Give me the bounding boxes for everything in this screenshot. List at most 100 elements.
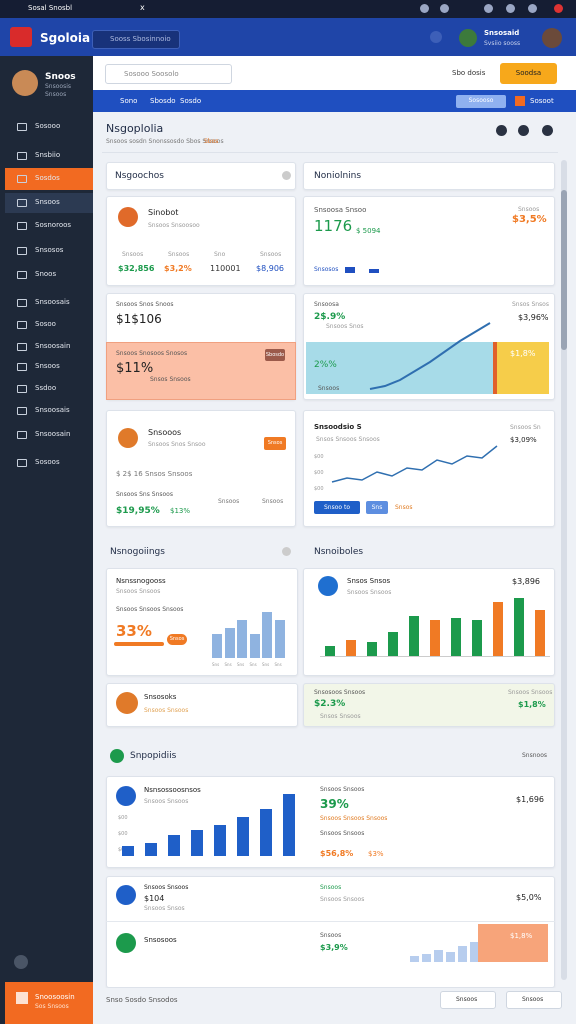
icon: [282, 171, 291, 180]
card: [303, 683, 555, 727]
menu-item[interactable]: Snsoos: [35, 362, 60, 370]
metric-label: Snsoos: [168, 251, 190, 258]
search-input[interactable]: [105, 64, 232, 84]
side-label: Snsoos Sn: [510, 424, 541, 431]
metric-value: 39%: [320, 797, 349, 811]
menu-button[interactable]: [10, 27, 32, 47]
metric-value: 1176: [314, 217, 353, 235]
icon: [518, 125, 529, 136]
menu-item[interactable]: Snoos: [35, 270, 57, 278]
axis-label: $00: [314, 470, 324, 476]
alert-sub: Snsos Snsoos: [150, 376, 191, 383]
bc-button[interactable]: [456, 95, 506, 108]
block-value: $1,8%: [510, 932, 533, 940]
action-button[interactable]: [500, 63, 557, 84]
menu-icon: [17, 222, 27, 230]
button-label: Snsoos: [456, 996, 478, 1003]
menu-item[interactable]: Snsoos: [35, 198, 60, 206]
metric-label: Snsoosa: [314, 301, 339, 308]
icon: [542, 125, 553, 136]
bar: [451, 618, 461, 656]
bar: [535, 610, 545, 656]
card: [303, 568, 555, 676]
chart-link[interactable]: Snsos: [395, 504, 413, 511]
metric-sub: Snsoos Snsoos: [320, 896, 365, 903]
badge[interactable]: [264, 437, 286, 450]
bar: [345, 267, 355, 273]
chart-button[interactable]: [314, 501, 360, 514]
menu-item[interactable]: Snsoosais: [35, 298, 70, 306]
card-subtitle: Snsos Snsoos Snsoos: [316, 436, 380, 443]
profile-line: Snsoosis: [45, 83, 71, 90]
card-subtitle: Snsoos Snsoosoo: [148, 222, 200, 229]
filter-button[interactable]: Sbo dosis: [452, 69, 486, 77]
section-link[interactable]: Snsnoos: [522, 752, 548, 759]
browser-tab: Sosal Snosbl: [28, 4, 73, 12]
bar: [472, 620, 482, 656]
menu-icon: [17, 363, 27, 371]
menu-item[interactable]: Sosdos: [35, 174, 60, 182]
footer-line: Sos Snsoos: [35, 1003, 69, 1010]
menu-item[interactable]: Sosnoroos: [35, 221, 72, 229]
footer-line: Snoosoosin: [35, 993, 75, 1001]
bar-label: Sns: [249, 662, 257, 667]
icon: [14, 955, 28, 969]
search-box[interactable]: [92, 30, 180, 49]
menu-item[interactable]: Snsoosain: [35, 342, 71, 350]
breadcrumb-item[interactable]: Sbosdo: [150, 97, 176, 105]
chart-button[interactable]: [366, 501, 388, 514]
menu-item[interactable]: Ssdoo: [35, 384, 57, 392]
band-value: 2%%: [314, 360, 337, 370]
toolbar: [93, 56, 576, 90]
axis-label: $00: [314, 454, 324, 460]
footer-text: Snso Sosdo Snsodos: [106, 996, 178, 1004]
section-title: Nsnogoiings: [110, 547, 165, 557]
menu-item[interactable]: Snsoosain: [35, 430, 71, 438]
badge: [167, 634, 187, 645]
bar: [470, 942, 479, 962]
menu-item[interactable]: Snsosos: [35, 246, 64, 254]
metric-value: $3,9%: [320, 943, 348, 952]
icon: [430, 31, 442, 43]
metric-label: Snsoos: [122, 251, 144, 258]
axis: [320, 656, 550, 657]
app-title: Sgoloia: [40, 31, 91, 45]
icon: [542, 28, 562, 48]
progress: [114, 642, 164, 646]
menu-item[interactable]: Sosoo: [35, 320, 56, 328]
card-subtitle: Snsoos Snsoos: [144, 707, 189, 714]
footer-button[interactable]: [506, 991, 562, 1009]
breadcrumb-item[interactable]: Sono: [120, 97, 138, 105]
section-title: Nsgoochos: [115, 171, 164, 181]
footer-button[interactable]: [440, 991, 496, 1009]
tab-close[interactable]: x: [140, 3, 145, 12]
metric-value: $1$106: [116, 312, 162, 326]
icon: [118, 428, 138, 448]
menu-item[interactable]: Snsoosais: [35, 406, 70, 414]
menu-icon: [17, 343, 27, 351]
metric-sub: Snsos Snsoos: [320, 713, 361, 720]
card: [106, 196, 296, 286]
card: [106, 776, 555, 868]
bar: [446, 952, 455, 962]
bc-button-label[interactable]: Sosoot: [530, 97, 554, 105]
profile-line: Snsoos: [45, 91, 67, 98]
bar: [262, 612, 272, 658]
breadcrumb-bar: [93, 90, 576, 112]
row-value: $104: [144, 894, 165, 903]
metric-delta: $ 5094: [356, 227, 381, 235]
menu-item[interactable]: Snsbiio: [35, 151, 61, 159]
menu-item[interactable]: Sosoos: [35, 458, 60, 466]
badge-label: Snsos: [267, 440, 283, 446]
scroll-thumb[interactable]: [561, 190, 567, 350]
breadcrumb-item[interactable]: Sosdo: [180, 97, 202, 105]
metric-label: Snsoos Snsoos Snsoos: [116, 606, 184, 613]
row-title: Snsosoos: [144, 936, 177, 944]
side-value: $3,96%: [518, 313, 549, 322]
row-title: Snsoos Snsoos: [144, 884, 189, 891]
icon: [554, 4, 563, 13]
menu-item[interactable]: Sosooo: [35, 122, 61, 130]
metric-value: $56,8%: [320, 849, 354, 858]
axis-label: $00: [118, 831, 128, 837]
menu-icon: [17, 123, 27, 131]
